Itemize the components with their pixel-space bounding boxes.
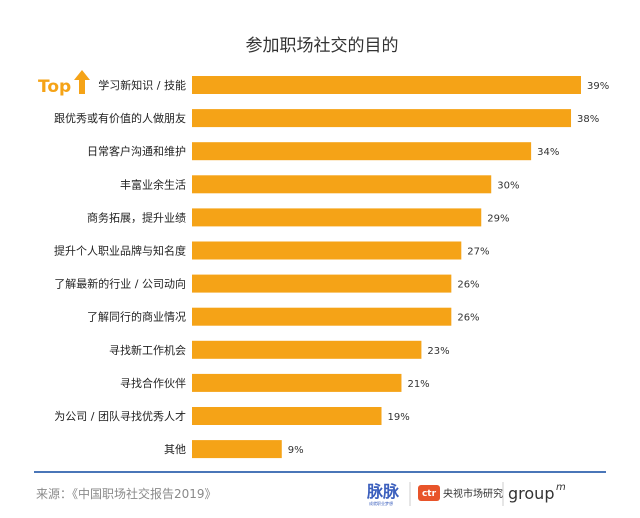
category-label: 为公司 / 团队寻找优秀人才 [54,409,186,423]
bar [192,373,402,392]
category-labels: 学习新知识 / 技能跟优秀或有价值的人做朋友日常客户沟通和维护丰富业余生活商务拓… [54,78,186,456]
category-label: 提升个人职业品牌与知名度 [54,244,186,258]
category-label: 寻找合作伙伴 [120,376,186,390]
bar [192,142,532,161]
category-label: 学习新知识 / 技能 [98,78,186,92]
category-label: 其他 [164,443,186,456]
value-label: 21% [407,379,429,390]
maimai-logo-subtext: 成就职业梦想 [369,500,393,506]
bar [192,307,452,326]
top-annotation: Top [38,70,90,97]
bar [192,76,581,94]
value-label: 19% [388,412,410,423]
category-label: 寻找新工作机会 [109,343,186,357]
bar [192,175,492,194]
category-label: 日常客户沟通和维护 [87,144,186,158]
value-label: 26% [457,280,479,291]
bar [192,109,572,128]
category-label: 了解同行的商业情况 [87,310,186,324]
value-label: 38% [577,114,599,125]
value-label: 9% [288,445,304,456]
bar [192,274,452,293]
value-label: 30% [497,180,519,191]
value-label: 29% [487,213,509,224]
bar [192,440,282,459]
chart-title: 参加职场社交的目的 [246,36,399,56]
groupm-logo: group m [508,482,566,503]
ctr-logo: ctr 央视市场研究 [418,485,503,501]
ctr-logo-text: 央视市场研究 [443,487,503,500]
value-label: 23% [427,346,449,357]
top-label: Top [38,77,71,97]
value-label: 39% [587,81,609,92]
groupm-logo-sup: m [556,482,566,493]
bar-series [192,76,581,459]
ctr-badge-text: ctr [422,489,437,499]
source-text: 来源：《中国职场社交报告2019》 [36,486,217,501]
category-label: 跟优秀或有价值的人做朋友 [54,111,186,125]
bar [192,241,462,260]
bar [192,208,482,227]
value-label: 34% [537,147,559,158]
category-label: 丰富业余生活 [120,177,186,191]
ctr-badge [418,485,440,501]
value-label: 26% [457,313,479,324]
category-label: 商务拓展，提升业绩 [87,210,186,224]
maimai-logo-text: 脉脉 [366,482,400,501]
value-labels: 39% 38% 34% 30% 29% 27% 26% 26% 23% 21% 19% 9% [288,81,609,456]
maimai-logo: 脉脉 成就职业梦想 [366,482,400,506]
bar [192,340,422,359]
category-label: 了解最新的行业 / 公司动向 [54,277,186,291]
up-arrow-icon [74,70,90,94]
groupm-logo-text: group [508,484,554,503]
bar [192,407,382,425]
value-label: 27% [467,247,489,258]
